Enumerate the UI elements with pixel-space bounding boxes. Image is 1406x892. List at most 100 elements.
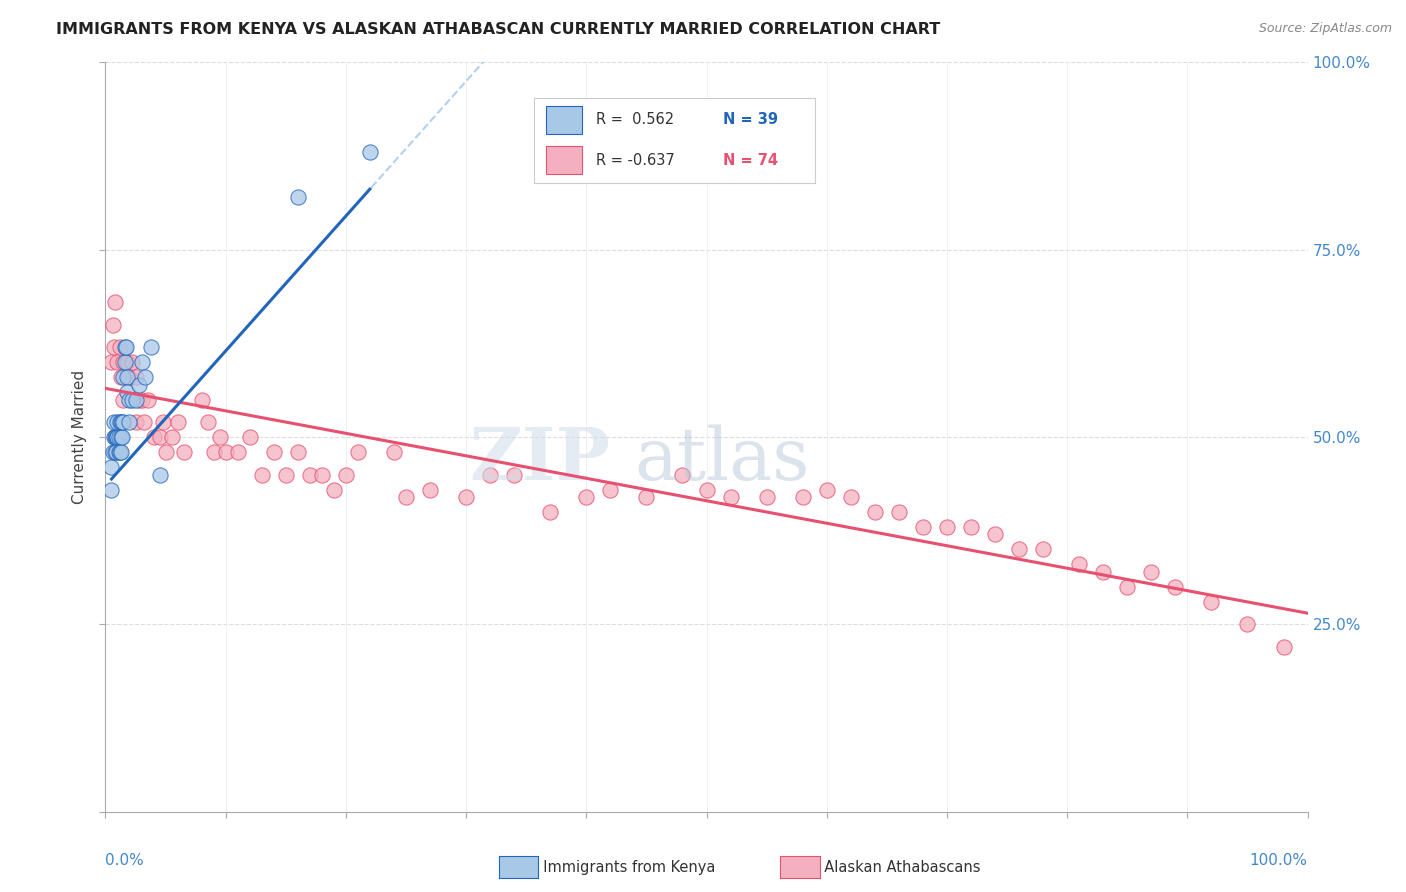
Point <box>105 445 128 459</box>
Point <box>155 445 177 459</box>
Text: Immigrants from Kenya: Immigrants from Kenya <box>534 860 716 874</box>
Point <box>103 430 125 444</box>
Point <box>1164 580 1187 594</box>
Point <box>128 392 150 407</box>
Point <box>112 370 135 384</box>
Bar <box>546 146 582 175</box>
Point <box>124 370 146 384</box>
Point <box>148 430 170 444</box>
Y-axis label: Currently Married: Currently Married <box>72 370 87 504</box>
Point <box>101 445 124 459</box>
Point <box>112 355 135 369</box>
Point <box>131 392 153 407</box>
Point <box>311 467 333 482</box>
Point <box>936 520 959 534</box>
Point <box>111 430 134 444</box>
Point <box>274 467 297 482</box>
Point <box>107 445 129 459</box>
Point <box>287 445 309 459</box>
Point <box>208 430 231 444</box>
Point <box>115 340 138 354</box>
Point <box>115 385 138 400</box>
Text: 100.0%: 100.0% <box>1250 853 1308 868</box>
Point <box>108 445 131 459</box>
Point <box>755 490 778 504</box>
Point <box>984 527 1007 541</box>
Point <box>160 430 183 444</box>
Text: 0.0%: 0.0% <box>105 853 145 868</box>
Point <box>118 370 141 384</box>
Point <box>1092 565 1115 579</box>
Point <box>100 355 122 369</box>
Point <box>112 415 135 429</box>
Point <box>139 340 162 354</box>
Text: ZIP: ZIP <box>470 424 610 495</box>
Text: IMMIGRANTS FROM KENYA VS ALASKAN ATHABASCAN CURRENTLY MARRIED CORRELATION CHART: IMMIGRANTS FROM KENYA VS ALASKAN ATHABAS… <box>56 22 941 37</box>
Point <box>671 467 693 482</box>
Point <box>173 445 195 459</box>
Point <box>197 415 219 429</box>
Point <box>1008 542 1031 557</box>
Point <box>239 430 262 444</box>
Point <box>107 430 129 444</box>
Point <box>575 490 598 504</box>
Point <box>131 355 153 369</box>
Point <box>100 460 122 475</box>
Point <box>124 392 146 407</box>
Point <box>395 490 418 504</box>
Point <box>815 483 838 497</box>
Point <box>322 483 344 497</box>
Point <box>226 445 249 459</box>
Point <box>190 392 212 407</box>
Point <box>100 483 122 497</box>
Text: Alaskan Athabascans: Alaskan Athabascans <box>815 860 981 874</box>
Point <box>839 490 862 504</box>
Point <box>696 483 718 497</box>
Point <box>538 505 561 519</box>
Point <box>124 415 146 429</box>
Point <box>419 483 441 497</box>
Point <box>152 415 174 429</box>
Point <box>134 370 156 384</box>
Point <box>108 415 131 429</box>
Point <box>103 340 125 354</box>
Point <box>1236 617 1258 632</box>
Point <box>110 445 132 459</box>
Point <box>101 318 124 332</box>
Text: N = 39: N = 39 <box>723 112 778 128</box>
Point <box>720 490 742 504</box>
Point <box>1201 595 1223 609</box>
Text: R =  0.562: R = 0.562 <box>596 112 675 128</box>
Point <box>114 355 136 369</box>
Point <box>107 415 129 429</box>
Point <box>298 467 321 482</box>
Point <box>359 145 381 160</box>
Point <box>142 430 165 444</box>
Point <box>503 467 526 482</box>
Point <box>287 190 309 204</box>
Point <box>118 392 141 407</box>
Point <box>214 445 236 459</box>
Point <box>121 355 143 369</box>
Point <box>166 415 188 429</box>
Text: N = 74: N = 74 <box>723 153 778 168</box>
Point <box>1140 565 1163 579</box>
Point <box>121 392 143 407</box>
Point <box>382 445 405 459</box>
Point <box>107 430 129 444</box>
Point <box>104 445 127 459</box>
Point <box>104 295 127 310</box>
Point <box>1069 558 1091 572</box>
Point <box>347 445 370 459</box>
Point <box>1032 542 1054 557</box>
Point <box>1272 640 1295 654</box>
Point <box>115 370 138 384</box>
Point <box>128 377 150 392</box>
Point <box>115 355 138 369</box>
Point <box>132 415 155 429</box>
Point <box>250 467 273 482</box>
Point <box>148 467 170 482</box>
Point <box>118 415 141 429</box>
Point <box>112 392 135 407</box>
Point <box>114 340 136 354</box>
